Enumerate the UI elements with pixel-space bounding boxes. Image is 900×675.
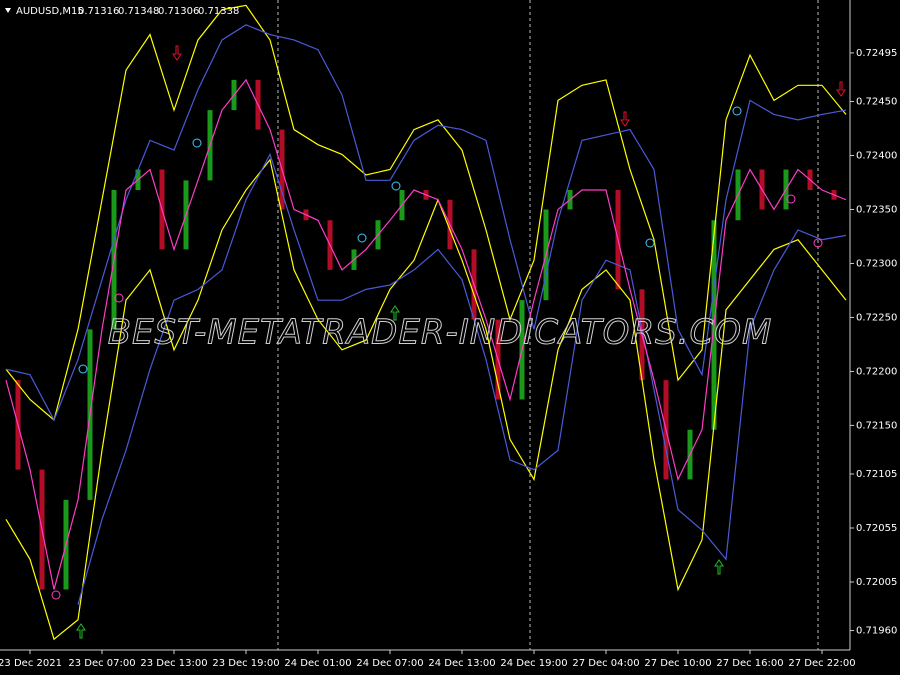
smiley: [786, 194, 796, 204]
y-tick-label: 0.71960: [856, 626, 897, 637]
x-tick-label: 27 Dec 22:00: [788, 658, 855, 669]
smiley: [813, 238, 823, 248]
series-line: [77, 152, 847, 605]
y-tick-label: 0.72005: [856, 577, 897, 588]
x-tick-label: 24 Dec 19:00: [500, 658, 567, 669]
low: 0.71306: [158, 6, 199, 17]
y-tick-label: 0.72105: [856, 469, 897, 480]
buy-arrow: [76, 623, 86, 639]
high: 0.71348: [118, 6, 159, 17]
series-line: [5, 158, 847, 641]
x-tick-label: 27 Dec 10:00: [644, 658, 711, 669]
watermark: BEST-METATRADER-INDICATORS.COM: [108, 313, 773, 353]
x-tick-label: 24 Dec 07:00: [356, 658, 423, 669]
series-line: [5, 24, 847, 422]
close: 0.71338: [198, 6, 239, 17]
series-line: [5, 4, 847, 422]
smiley: [51, 590, 61, 600]
period-separators: [277, 0, 819, 650]
y-tick-label: 0.72250: [856, 312, 897, 323]
sell-arrow: [836, 81, 846, 97]
x-tick-label: 27 Dec 16:00: [716, 658, 783, 669]
symbol: AUDUSD,M15: [16, 6, 84, 17]
smiley: [645, 238, 655, 248]
smiley: [732, 106, 742, 116]
sell-arrow: [172, 45, 182, 61]
x-tick-label: 27 Dec 04:00: [572, 658, 639, 669]
x-tick-label: 24 Dec 01:00: [284, 658, 351, 669]
smiley: [114, 293, 124, 303]
x-tick-label: 23 Dec 07:00: [68, 658, 135, 669]
open: 0.71316: [78, 6, 119, 17]
y-tick-label: 0.72200: [856, 366, 897, 377]
y-tick-label: 0.72495: [856, 48, 897, 59]
sell-arrow: [620, 111, 630, 127]
y-tick-label: 0.72300: [856, 258, 897, 269]
menu-triangle: [5, 8, 11, 13]
x-tick-label: 23 Dec 2021: [0, 658, 62, 669]
smiley: [192, 138, 202, 148]
smiley: [78, 364, 88, 374]
y-tick-label: 0.72400: [856, 150, 897, 161]
plot: [5, 4, 847, 641]
x-tick-label: 24 Dec 13:00: [428, 658, 495, 669]
smiley: [391, 181, 401, 191]
y-tick-label: 0.72350: [856, 204, 897, 215]
x-tick-label: 23 Dec 13:00: [140, 658, 207, 669]
series-line: [5, 78, 847, 590]
buy-arrow: [390, 305, 400, 321]
signals: [51, 45, 846, 639]
y-tick-label: 0.72150: [856, 420, 897, 431]
buy-arrow: [714, 559, 724, 575]
smiley: [357, 233, 367, 243]
y-tick-label: 0.72055: [856, 523, 897, 534]
y-tick-label: 0.72450: [856, 96, 897, 107]
x-tick-label: 23 Dec 19:00: [212, 658, 279, 669]
